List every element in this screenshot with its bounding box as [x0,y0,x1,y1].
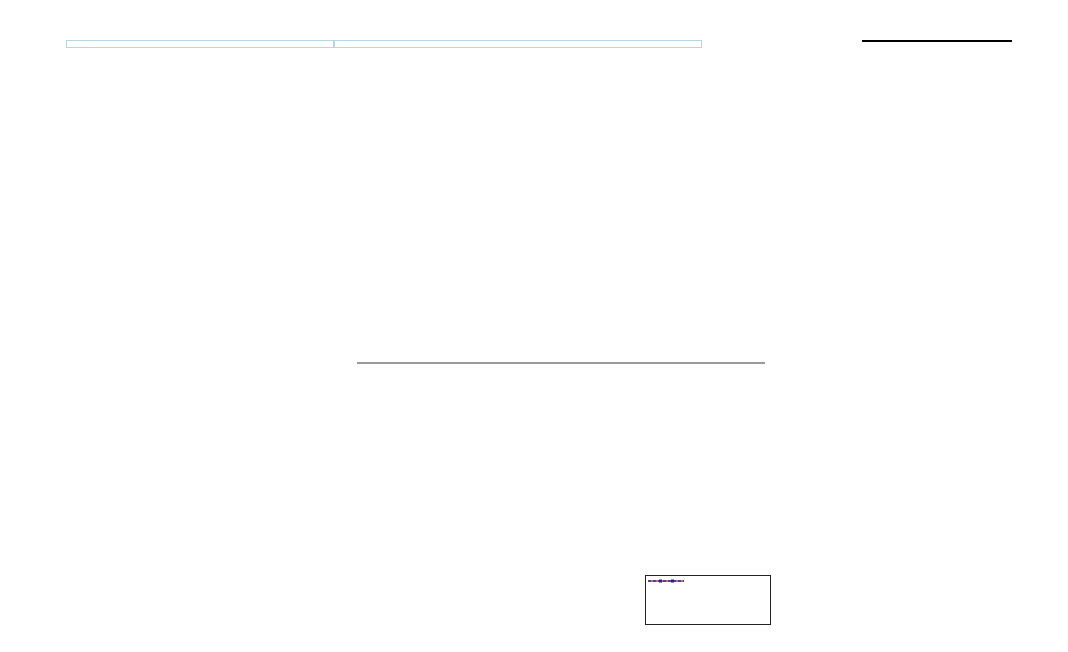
jd-range-info-box [66,40,334,48]
vmag-result-box [862,40,1012,42]
extra-losses-line-sample-icon [648,579,684,583]
single-image-info-box [334,40,702,48]
sei-annotation-box [357,362,765,364]
legend-item-extra-losses [648,579,764,622]
bottom-chart-legend [645,575,771,625]
